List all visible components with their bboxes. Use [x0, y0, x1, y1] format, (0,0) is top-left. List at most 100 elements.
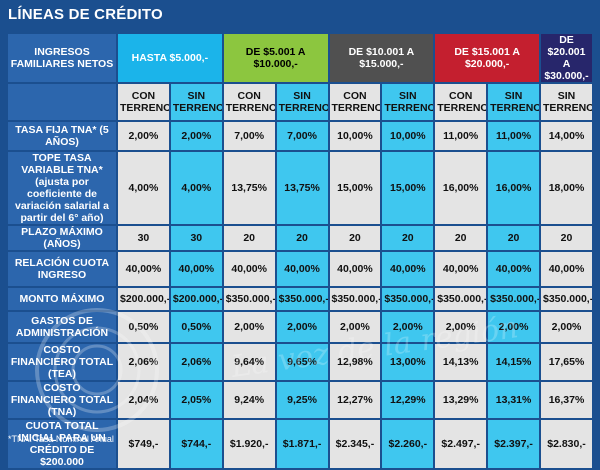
row-label: GASTOS DE ADMINISTRACIÓN: [8, 312, 116, 342]
table-cell: 40,00%: [170, 252, 222, 286]
table-cell: 13,00%: [382, 344, 434, 380]
subheader-cell: CON TERRENO: [118, 84, 169, 120]
table-row: PLAZO MÁXIMO (AÑOS) 30 30 20 20 20 20 20 20 20: [8, 226, 592, 250]
subheader-cell: SIN TERRENO: [382, 84, 434, 120]
table-cell: $744,-: [170, 420, 222, 468]
row-label: CUOTA TOTAL INICIAL PARA UN CRÉDITO DE $…: [8, 420, 116, 468]
group-header: HASTA $5.000,-: [118, 34, 222, 82]
blank-header-cell: [8, 84, 116, 120]
table-cell: $1.871,-: [276, 420, 328, 468]
table-cell: $350.000,-: [488, 288, 539, 310]
table-cell: 10,00%: [382, 122, 434, 150]
table-cell: 9,65%: [276, 344, 328, 380]
table-cell: 13,29%: [435, 382, 487, 418]
subheader-cell: SIN TERRENO: [541, 84, 592, 120]
table-cell: 10,00%: [329, 122, 381, 150]
table-row: CUOTA TOTAL INICIAL PARA UN CRÉDITO DE $…: [8, 420, 592, 468]
credit-lines-table: INGRESOS FAMILIARES NETOS HASTA $5.000,-…: [6, 32, 594, 470]
table-cell: $2.830,-: [541, 420, 592, 468]
subheader-cell: CON TERRENO: [329, 84, 381, 120]
group-header: DE $5.001 A $10.000,-: [223, 34, 328, 82]
table-cell: 14,00%: [541, 122, 592, 150]
table-cell: 40,00%: [223, 252, 275, 286]
table-cell: $350.000,-: [382, 288, 434, 310]
table-cell: 0,50%: [170, 312, 222, 342]
table-cell: 30: [118, 226, 169, 250]
table-cell: 13,75%: [276, 152, 328, 224]
table-cell: 40,00%: [382, 252, 434, 286]
table-cell: 12,98%: [329, 344, 381, 380]
table-cell: 16,00%: [435, 152, 487, 224]
subheader-cell: SIN TERRENO: [276, 84, 328, 120]
table-cell: 13,31%: [488, 382, 539, 418]
row-label: TASA FIJA TNA* (5 AÑOS): [8, 122, 116, 150]
table-cell: 16,00%: [488, 152, 539, 224]
table-row: COSTO FINANCIERO TOTAL (TNA) 2,04% 2,05% 9,…: [8, 382, 592, 418]
table-cell: 2,06%: [170, 344, 222, 380]
table-cell: 15,00%: [382, 152, 434, 224]
table-cell: 12,27%: [329, 382, 381, 418]
table-cell: 4,00%: [118, 152, 169, 224]
table-cell: 2,00%: [435, 312, 487, 342]
row-label: TOPE TASA VARIABLE TNA* (ajusta por coef…: [8, 152, 116, 224]
table-cell: 2,04%: [118, 382, 169, 418]
table-cell: 40,00%: [435, 252, 487, 286]
subheader-cell: CON TERRENO: [223, 84, 275, 120]
row-label: COSTO FINANCIERO TOTAL (TEA): [8, 344, 116, 380]
table-cell: 15,00%: [329, 152, 381, 224]
table-cell: 11,00%: [488, 122, 539, 150]
table-row: MONTO MÁXIMO $200.000,- $200.000,- $350.000…: [8, 288, 592, 310]
table-cell: 17,65%: [541, 344, 592, 380]
table-cell: 12,29%: [382, 382, 434, 418]
table-cell: 9,64%: [223, 344, 275, 380]
footnote: *TNA: Tasa Nominal Anual: [8, 434, 114, 444]
table-cell: 40,00%: [329, 252, 381, 286]
subheader-row: CON TERRENO SIN TERRENO CON TERRENO SIN TER…: [8, 84, 592, 120]
table-cell: 9,25%: [276, 382, 328, 418]
table-cell: $200.000,-: [170, 288, 222, 310]
table-cell: $350.000,-: [276, 288, 328, 310]
page-title: LÍNEAS DE CRÉDITO: [8, 6, 163, 23]
table-cell: $749,-: [118, 420, 169, 468]
table-cell: 2,00%: [223, 312, 275, 342]
row-label: MONTO MÁXIMO: [8, 288, 116, 310]
table-cell: 2,00%: [276, 312, 328, 342]
table-cell: $350.000,-: [223, 288, 275, 310]
table-cell: 20: [329, 226, 381, 250]
group-header: DE $20.001 A $30.000,-: [541, 34, 592, 82]
table-cell: 20: [435, 226, 487, 250]
table-cell: 2,00%: [170, 122, 222, 150]
table-row: COSTO FINANCIERO TOTAL (TEA) 2,06% 2,06% 9,…: [8, 344, 592, 380]
table-cell: 9,24%: [223, 382, 275, 418]
group-header: DE $10.001 A $15.000,-: [329, 34, 434, 82]
table-cell: 40,00%: [541, 252, 592, 286]
table-cell: $2.260,-: [382, 420, 434, 468]
table-cell: 2,06%: [118, 344, 169, 380]
table-cell: 18,00%: [541, 152, 592, 224]
table-cell: 2,00%: [329, 312, 381, 342]
row-label: PLAZO MÁXIMO (AÑOS): [8, 226, 116, 250]
table-cell: 13,75%: [223, 152, 275, 224]
income-header: INGRESOS FAMILIARES NETOS: [8, 34, 116, 82]
table-cell: 2,00%: [118, 122, 169, 150]
table-cell: 20: [541, 226, 592, 250]
table-cell: 11,00%: [435, 122, 487, 150]
table-cell: 4,00%: [170, 152, 222, 224]
row-label: RELACIÓN CUOTA INGRESO: [8, 252, 116, 286]
subheader-cell: SIN TERRENO: [488, 84, 539, 120]
table-cell: 14,13%: [435, 344, 487, 380]
table-row: TASA FIJA TNA* (5 AÑOS) 2,00% 2,00% 7,00% 7,…: [8, 122, 592, 150]
table-cell: 2,00%: [541, 312, 592, 342]
subheader-cell: SIN TERRENO: [170, 84, 222, 120]
table-cell: $350.000,-: [435, 288, 487, 310]
subheader-cell: CON TERRENO: [435, 84, 487, 120]
table-cell: 7,00%: [223, 122, 275, 150]
table-cell: 2,00%: [488, 312, 539, 342]
table-cell: $350.000,-: [541, 288, 592, 310]
table-cell: 7,00%: [276, 122, 328, 150]
table-cell: 2,05%: [170, 382, 222, 418]
table-cell: $2.345,-: [329, 420, 381, 468]
table-cell: 40,00%: [118, 252, 169, 286]
table-cell: 20: [488, 226, 539, 250]
table-row: RELACIÓN CUOTA INGRESO 40,00% 40,00% 40,00%…: [8, 252, 592, 286]
